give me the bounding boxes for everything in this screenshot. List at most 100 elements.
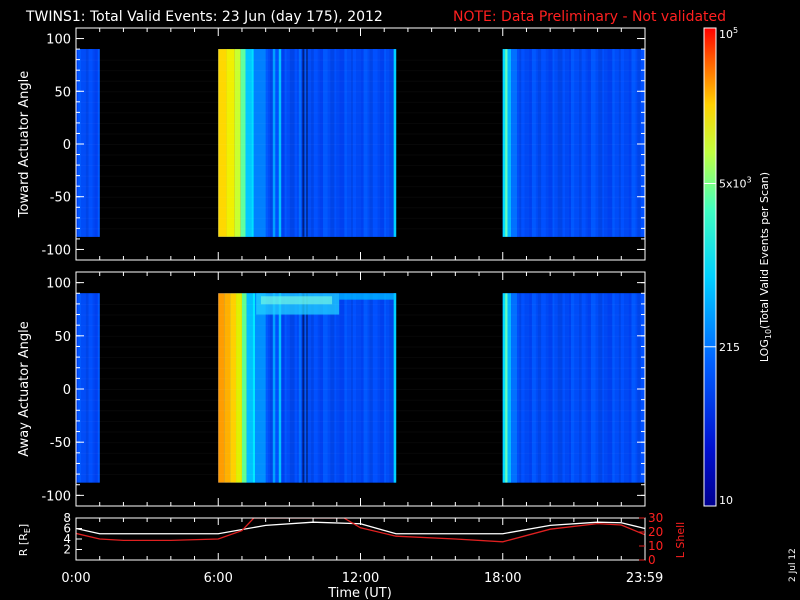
heatmap-stripe	[94, 293, 98, 483]
heatmap-hline	[76, 346, 645, 347]
heatmap-hline	[76, 357, 645, 358]
ytick-label: 0	[63, 138, 71, 153]
heatmap-hline	[76, 207, 645, 208]
heatmap-dark-line	[302, 293, 305, 483]
heatmap-stripe	[97, 49, 100, 237]
heatmap-stripe	[336, 49, 340, 237]
heatmap-edge-band	[502, 49, 506, 237]
heatmap-stripe	[595, 49, 599, 237]
heatmap-stripe	[521, 49, 525, 237]
heatmap-stripe	[537, 49, 542, 237]
ytick-label: -50	[50, 436, 71, 451]
heatmap-stripe	[386, 293, 390, 483]
heatmap-stripe	[535, 49, 538, 237]
heatmap-hline	[76, 453, 645, 454]
ytick-label: 100	[46, 33, 71, 48]
heatmap-stripe	[94, 49, 98, 237]
heatmap-stripe	[289, 293, 295, 483]
toward-axis: 100 50 0 -50 -100	[41, 28, 646, 260]
heatmap-stripe	[587, 293, 591, 483]
away-axis: 100 50 0 -50 -100	[41, 272, 646, 506]
heatmap-hline	[76, 70, 645, 71]
heatmap-hot-band	[251, 49, 254, 237]
heatmap-stripe	[334, 293, 337, 483]
away-heatmap	[76, 293, 645, 483]
heatmap-hline	[76, 463, 645, 464]
heatmap-stripe	[569, 49, 572, 237]
heatmap-hline	[76, 197, 645, 198]
heatmap-hline	[76, 186, 645, 187]
heatmap-hline	[76, 91, 645, 92]
heatmap-stripe	[552, 49, 555, 237]
heatmap-stripe	[81, 49, 86, 237]
heatmap-stripe	[369, 49, 373, 237]
heatmap-hline	[76, 442, 645, 443]
heatmap-hot-band	[236, 293, 242, 483]
ytick-label: 50	[54, 85, 71, 100]
heatmap-stripe	[319, 293, 324, 483]
heatmap-hline	[76, 60, 645, 61]
heatmap-stripe	[339, 293, 345, 483]
heatmap-stripe	[548, 293, 553, 483]
heatmap-stripe	[360, 293, 364, 483]
heatmap-hline	[76, 474, 645, 475]
heatmap-line	[278, 293, 282, 483]
heatmap-hline	[76, 165, 645, 166]
heatmap-stripe	[339, 49, 345, 237]
heatmap-stripe	[628, 293, 632, 483]
ytick-label: -100	[41, 243, 71, 258]
colorbar-tick-label: 10	[719, 494, 733, 507]
heatmap-stripe	[377, 49, 381, 237]
lshell-ytick-label: 10	[648, 539, 663, 553]
heatmap-stripe	[303, 293, 307, 483]
heatmap-stripe	[303, 49, 307, 237]
heatmap-stripe	[537, 293, 542, 483]
heatmap-stripe	[311, 293, 314, 483]
heatmap-edge-band	[511, 293, 517, 483]
heatmap-stripe	[367, 293, 370, 483]
heatmap-stripe	[612, 49, 615, 237]
heatmap-stripe	[319, 49, 324, 237]
heatmap-stripe	[640, 293, 645, 483]
side-date: 2 Jul 12	[788, 548, 798, 582]
colorbar: 10 215 5x103 105 LOG10(Total Valid Events p…	[703, 26, 773, 507]
lshell-series-line	[76, 518, 645, 543]
heatmap-stripe	[284, 49, 287, 237]
heatmap-stripe	[579, 49, 582, 237]
heatmap-stripe	[624, 49, 629, 237]
heatmap-line	[272, 49, 276, 237]
heatmap-stripe	[284, 293, 287, 483]
heatmap-stripe	[306, 293, 312, 483]
time-xtick-label: 23:59	[626, 571, 663, 586]
heatmap-hline	[76, 421, 645, 422]
colorbar-gradient	[704, 28, 716, 506]
heatmap-stripe	[92, 293, 95, 483]
heatmap-stripe	[286, 49, 290, 237]
heatmap-stripe	[352, 293, 357, 483]
heatmap-stripe	[389, 293, 395, 483]
heatmap-hot-band	[252, 293, 255, 483]
heatmap-stripe	[565, 293, 570, 483]
ytick-label: -100	[41, 489, 71, 504]
heatmap-stripe	[557, 49, 563, 237]
r-ytick-label: 6	[63, 522, 71, 536]
heatmap-edge-band	[507, 49, 512, 237]
heatmap-hline	[76, 325, 645, 326]
heatmap-stripe	[380, 293, 385, 483]
heatmap-stripe	[618, 49, 621, 237]
heatmap-hline	[76, 368, 645, 369]
heatmap-stripe	[363, 293, 368, 483]
heatmap-stripe	[330, 293, 335, 483]
heatmap-stripe	[604, 49, 608, 237]
time-xtick-label: 6:00	[204, 571, 233, 586]
heatmap-stripe	[273, 49, 278, 237]
heatmap-stripe	[334, 49, 337, 237]
heatmap-stripe	[268, 49, 270, 237]
heatmap-stripe	[294, 49, 298, 237]
heatmap-stripe	[76, 49, 78, 237]
heatmap-stripe	[529, 49, 532, 237]
heatmap-stripe	[515, 293, 520, 483]
heatmap-stripe	[620, 293, 625, 483]
heatmap-stripe	[574, 49, 580, 237]
